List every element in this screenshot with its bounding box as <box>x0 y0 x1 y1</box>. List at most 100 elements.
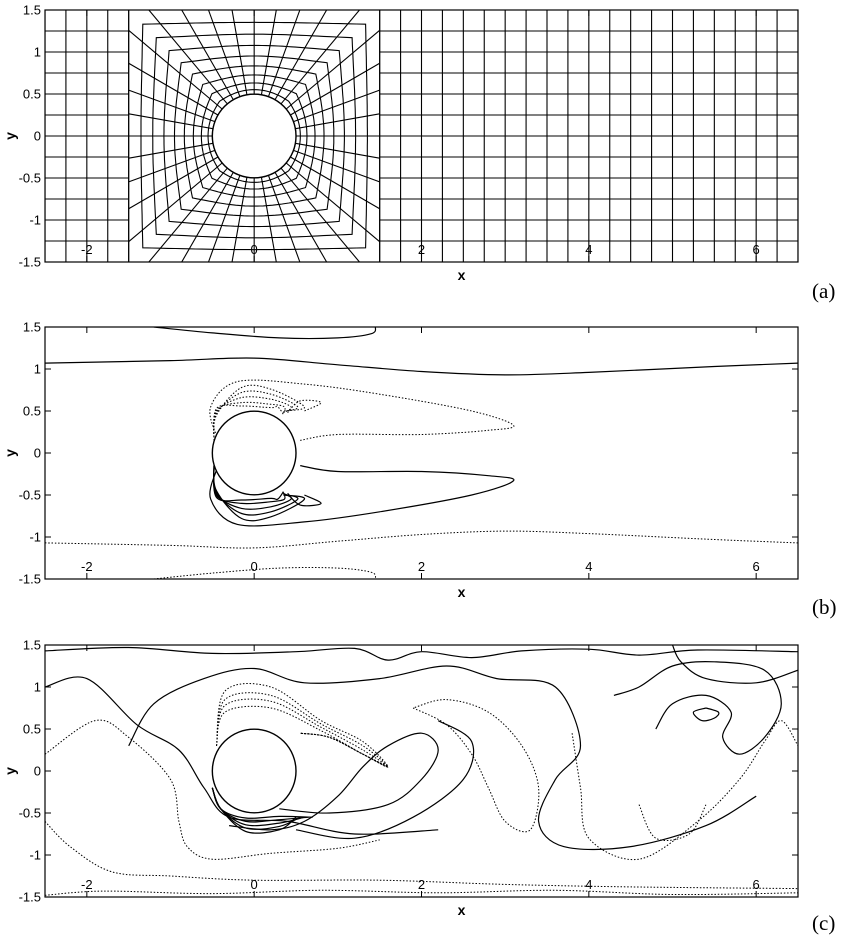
mesh-radial-line <box>293 149 380 183</box>
contour-negative <box>216 683 389 768</box>
y-tick-label: -0.5 <box>19 806 41 821</box>
x-tick-label: 6 <box>753 559 760 574</box>
mesh-radial-line <box>128 29 223 110</box>
mesh-radial-line <box>290 156 380 210</box>
x-axis-label: x <box>458 902 466 918</box>
mesh-ring <box>207 89 301 183</box>
cylinder <box>211 410 297 496</box>
y-axis-label: y <box>2 767 18 775</box>
mesh-ring <box>140 21 368 251</box>
mesh-ring <box>163 44 345 228</box>
y-tick-label: 0 <box>34 129 41 144</box>
mesh-radial-line <box>128 162 223 243</box>
cylinder <box>211 728 297 814</box>
mesh-radial-line <box>295 142 380 159</box>
contour-positive <box>213 465 299 516</box>
contour-negative <box>213 404 284 441</box>
y-tick-label: 0 <box>34 764 41 779</box>
contour-negative <box>571 720 798 861</box>
y-tick-label: 1 <box>34 680 41 695</box>
contour-positive <box>213 465 284 502</box>
y-tick-label: -1 <box>29 848 41 863</box>
x-tick-label: 2 <box>418 242 425 257</box>
contour-positive <box>209 465 515 527</box>
plot-frame <box>44 326 799 580</box>
x-tick-label: 4 <box>585 559 592 574</box>
plot-area <box>45 327 798 579</box>
panel-label: (a) <box>812 279 835 303</box>
plot-frame <box>44 9 799 263</box>
contour-negative <box>412 699 540 833</box>
contour-negative <box>213 396 292 441</box>
mesh-radial-line <box>128 62 219 116</box>
mesh-radial-line <box>285 29 381 110</box>
x-tick-label: 6 <box>753 877 760 892</box>
mesh-ring <box>128 10 381 262</box>
mesh-radial-line <box>148 167 228 262</box>
y-tick-label: -1.5 <box>19 890 41 905</box>
mesh-ring <box>173 55 335 217</box>
mesh-ring <box>192 74 316 198</box>
contour-positive <box>295 720 475 840</box>
y-axis-label: y <box>2 449 18 457</box>
x-tick-label: 2 <box>418 559 425 574</box>
mesh-radial-line <box>280 167 360 262</box>
x-tick-label: 4 <box>585 877 592 892</box>
y-axis-label: y <box>2 132 18 140</box>
y-tick-label: -0.5 <box>19 488 41 503</box>
plot-frame <box>44 644 799 898</box>
contour-positive <box>613 660 782 755</box>
y-tick-label: 1.5 <box>23 638 41 653</box>
contour-positive <box>45 676 439 835</box>
mesh-ring <box>152 33 357 239</box>
contour-positive <box>211 787 297 834</box>
contour-positive <box>45 646 798 661</box>
panel-label: (b) <box>812 595 837 619</box>
y-tick-label: 1.5 <box>23 3 41 18</box>
mesh-radial-line <box>274 172 328 262</box>
panel-b: -2 0 2 4 6 1.5 1 0.5 0 -0.5 -1 -1.5 x y (b) <box>2 320 837 620</box>
x-tick-label: 0 <box>251 242 258 257</box>
mesh-radial-line <box>274 10 328 100</box>
mesh-radial-line <box>293 89 380 123</box>
contour-negative <box>45 821 798 890</box>
contour-negative <box>213 384 305 441</box>
x-axis-label: x <box>458 584 466 600</box>
panel-label: (c) <box>812 911 835 935</box>
mesh-radial-line <box>267 175 301 262</box>
x-tick-label: -2 <box>81 877 93 892</box>
x-axis-label: x <box>458 267 466 283</box>
mesh-radial-line <box>290 62 380 116</box>
contour-negative <box>213 401 286 441</box>
panel-a: -2 0 2 4 6 1.5 1 0.5 0 -0.5 -1 -1.5 x y (a) <box>2 3 835 304</box>
mesh-radial-line <box>128 142 214 159</box>
mesh-radial-line <box>260 10 277 95</box>
y-tick-label: 0.5 <box>23 87 41 102</box>
mesh-ring <box>183 65 325 207</box>
contour-small-loop <box>692 707 720 722</box>
mesh-radial-line <box>128 149 216 183</box>
mesh-radial-line <box>207 175 241 262</box>
plot-area <box>45 10 798 262</box>
mesh-radial-line <box>280 10 360 105</box>
plot-area <box>45 645 798 896</box>
contour-positive <box>287 492 322 507</box>
mesh-radial-line <box>295 113 380 130</box>
contour-positive <box>153 327 377 340</box>
x-tick-label: 6 <box>753 242 760 257</box>
contour-negative <box>216 692 389 768</box>
contour-positive <box>45 357 798 376</box>
contour-positive <box>229 732 439 831</box>
x-tick-label: 0 <box>251 877 258 892</box>
x-tick-label: 4 <box>585 242 592 257</box>
y-tick-label: 0.5 <box>23 404 41 419</box>
y-tick-label: 1 <box>34 45 41 60</box>
x-tick-label: -2 <box>81 559 93 574</box>
contour-negative <box>45 530 798 549</box>
y-tick-label: -1 <box>29 530 41 545</box>
mesh-radial-line <box>181 10 234 100</box>
x-tick-label: 0 <box>251 559 258 574</box>
x-tick-label: -2 <box>81 242 93 257</box>
mesh-radial-line <box>207 10 241 97</box>
